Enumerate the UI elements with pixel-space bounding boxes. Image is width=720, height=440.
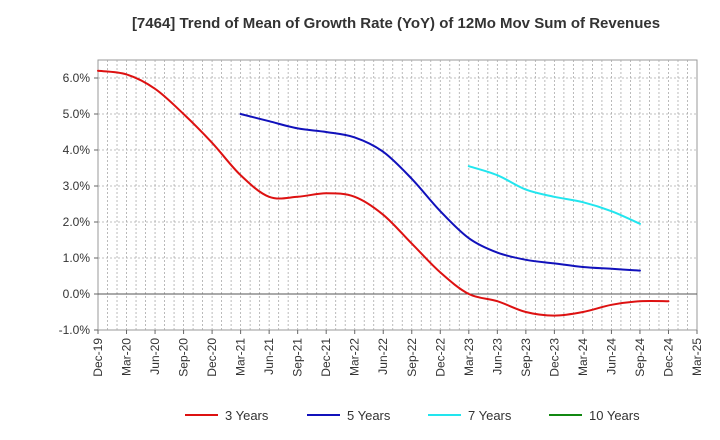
legend-item: 10 Years <box>549 408 640 423</box>
x-tick-label: Sep-23 <box>519 338 533 377</box>
x-tick-label: Jun-24 <box>604 338 618 375</box>
x-tick-label: Mar-24 <box>576 338 590 376</box>
legend-label: 7 Years <box>468 408 512 423</box>
plot-area <box>97 59 698 331</box>
y-tick-label: 1.0% <box>63 251 91 265</box>
legend-item: 5 Years <box>307 408 391 423</box>
x-tick-label: Dec-21 <box>319 338 333 377</box>
x-tick-label: Sep-20 <box>177 338 191 377</box>
y-tick-label: -1.0% <box>59 323 91 337</box>
series-line-3-years <box>97 69 670 317</box>
y-tick-label: 6.0% <box>63 71 91 85</box>
y-tick-label: 2.0% <box>63 215 91 229</box>
legend-item: 7 Years <box>428 408 512 423</box>
legend-label: 10 Years <box>589 408 640 423</box>
y-tick-label: 5.0% <box>63 107 91 121</box>
axis-layer: -1.0% 0.0% 1.0% 2.0% 3.0% 4.0% 5.0% 6.0% Dec-19 M… <box>59 71 704 377</box>
series-layer <box>97 69 670 317</box>
x-tick-label: Jun-21 <box>262 338 276 375</box>
grid-layer <box>98 60 697 330</box>
x-tick-label: Mar-22 <box>348 338 362 376</box>
series-line-7-years <box>467 165 641 225</box>
legend: 3 Years 5 Years 7 Years 10 Years <box>185 408 640 423</box>
x-tick-label: Mar-23 <box>462 338 476 376</box>
series-line-5-years <box>239 113 641 272</box>
x-tick-label: Dec-23 <box>547 338 561 377</box>
x-tick-label: Mar-20 <box>120 338 134 376</box>
x-tick-label: Dec-22 <box>433 338 447 377</box>
x-tick-label: Dec-19 <box>91 338 105 377</box>
y-tick-label: 4.0% <box>63 143 91 157</box>
x-tick-label: Sep-22 <box>405 338 419 377</box>
legend-item: 3 Years <box>185 408 269 423</box>
x-tick-label: Jun-23 <box>490 338 504 375</box>
chart-title: [7464] Trend of Mean of Growth Rate (YoY… <box>132 15 660 32</box>
y-tick-label: 3.0% <box>63 179 91 193</box>
x-tick-label: Mar-25 <box>690 338 704 376</box>
legend-label: 3 Years <box>225 408 269 423</box>
x-tick-label: Dec-24 <box>661 338 675 377</box>
x-tick-label: Dec-20 <box>205 338 219 377</box>
x-tick-label: Jun-20 <box>148 338 162 375</box>
x-tick-label: Jun-22 <box>376 338 390 375</box>
y-tick-label: 0.0% <box>63 287 91 301</box>
x-tick-label: Mar-21 <box>234 338 248 376</box>
legend-label: 5 Years <box>347 408 391 423</box>
x-tick-label: Sep-21 <box>291 338 305 377</box>
x-tick-label: Sep-24 <box>633 338 647 377</box>
